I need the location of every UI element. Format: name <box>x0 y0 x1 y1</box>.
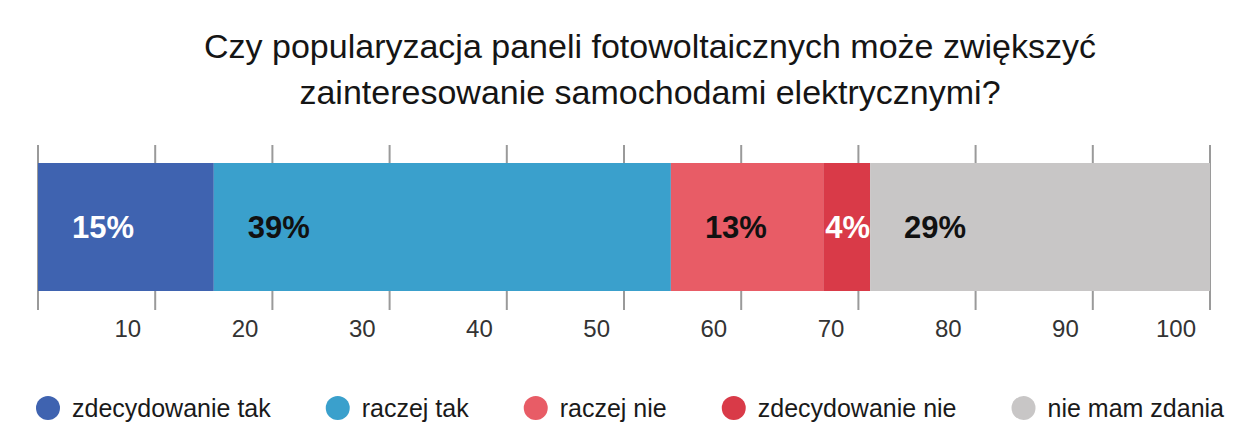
legend-marker <box>1012 396 1036 420</box>
legend-marker <box>36 396 60 420</box>
tick-mark <box>154 145 156 163</box>
tick-mark <box>1092 145 1094 163</box>
tick-label: 80 <box>935 315 962 342</box>
data-label: 29% <box>904 210 966 245</box>
legend-label: raczej nie <box>560 394 667 422</box>
tick-label: 10 <box>114 315 141 342</box>
data-label: 13% <box>705 210 767 245</box>
bar-segment <box>38 163 214 291</box>
tick-mark <box>389 291 391 310</box>
legend-label: zdecydowanie tak <box>72 394 271 422</box>
legend: zdecydowanie tak raczej tak raczej nie zdec… <box>36 394 1224 422</box>
chart: Czy popularyzacja paneli fotowoltaicznyc… <box>0 0 1260 440</box>
bars <box>38 163 1210 291</box>
tick-label: 100 <box>1156 315 1196 342</box>
legend-label: raczej tak <box>362 394 469 422</box>
tick-mark <box>623 145 625 163</box>
tick-mark <box>1209 145 1211 163</box>
data-labels: 15% 39% 13% 4% 29% <box>72 210 966 245</box>
tick-mark <box>506 145 508 163</box>
tick-label: 40 <box>466 315 493 342</box>
legend-marker <box>326 396 350 420</box>
tick-mark <box>975 291 977 310</box>
tick-mark <box>271 291 273 310</box>
tick-mark <box>740 145 742 163</box>
data-label: 39% <box>248 210 310 245</box>
bar-segment <box>214 163 671 291</box>
x-axis: 10 20 30 40 50 60 70 80 90 100 <box>114 145 1210 342</box>
tick-mark <box>1209 291 1211 310</box>
tick-mark <box>857 145 859 163</box>
tick-mark <box>506 291 508 310</box>
tick-label: 20 <box>232 315 259 342</box>
tick-label: 60 <box>700 315 727 342</box>
legend-marker <box>524 396 548 420</box>
tick-mark <box>389 145 391 163</box>
tick-label: 30 <box>349 315 376 342</box>
tick-label: 50 <box>583 315 610 342</box>
tick-label: 70 <box>818 315 845 342</box>
tick-mark <box>1092 291 1094 310</box>
legend-label: zdecydowanie nie <box>758 394 957 422</box>
tick-label: 90 <box>1052 315 1079 342</box>
tick-mark <box>154 291 156 310</box>
bar-segment <box>823 163 870 291</box>
tick-mark <box>740 291 742 310</box>
data-label: 15% <box>72 210 134 245</box>
tick-mark <box>271 145 273 163</box>
title-line: Czy popularyzacja paneli fotowoltaicznyc… <box>204 27 1096 65</box>
legend-label: nie mam zdania <box>1048 394 1225 422</box>
tick-mark <box>975 145 977 163</box>
legend-marker <box>722 396 746 420</box>
title: Czy popularyzacja paneli fotowoltaicznyc… <box>204 27 1096 111</box>
tick-mark <box>623 291 625 310</box>
bar-segment <box>870 163 1210 291</box>
title-line: zainteresowanie samochodami elektrycznym… <box>299 73 1000 111</box>
data-label: 4% <box>825 210 870 245</box>
tick-mark <box>857 291 859 310</box>
bar-segment <box>671 163 823 291</box>
